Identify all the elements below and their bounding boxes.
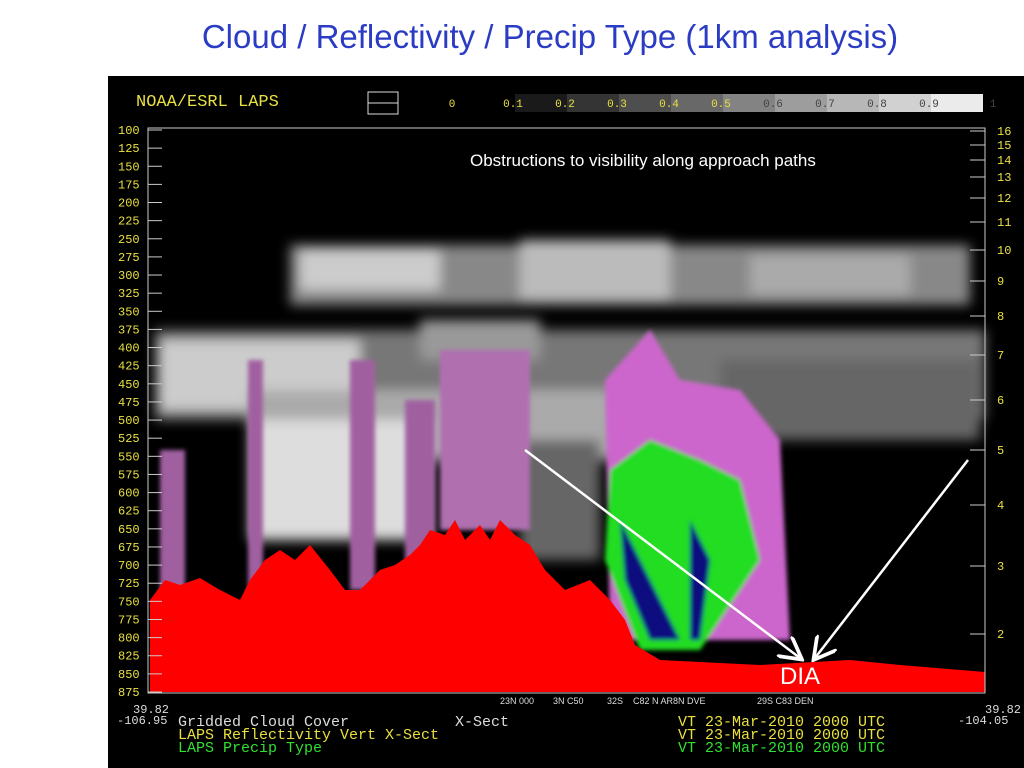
panel-header: NOAA/ESRL LAPS	[136, 93, 279, 112]
station-label: 29S C83 DEN	[757, 696, 814, 706]
pressure-label: 100	[118, 124, 140, 138]
station-label: 32S	[607, 696, 623, 706]
pressure-label: 625	[118, 505, 140, 519]
height-label: 5	[997, 444, 1004, 458]
slide-title: Cloud / Reflectivity / Precip Type (1km …	[201, 18, 899, 55]
pressure-label: 475	[118, 396, 140, 410]
scale-label: 0.9	[919, 99, 939, 111]
pressure-label: 775	[118, 613, 140, 627]
pressure-label: 175	[118, 178, 140, 192]
footer-text: LAPS Precip Type	[178, 740, 322, 757]
plot-frame	[147, 127, 986, 694]
height-label: 2	[997, 628, 1004, 642]
airport-label: DIA	[780, 663, 820, 690]
pressure-label: 450	[118, 378, 140, 392]
pressure-label: 350	[118, 305, 140, 319]
scale-swatch	[619, 94, 671, 112]
scale-label: 0.8	[867, 99, 887, 111]
left-lon: -106.95	[117, 714, 167, 728]
pressure-label: 325	[118, 287, 140, 301]
height-label: 9	[997, 275, 1004, 289]
height-label: 7	[997, 349, 1004, 363]
right-lon: -104.05	[958, 714, 1008, 728]
pressure-label: 400	[118, 342, 140, 356]
scale-swatch	[775, 94, 827, 112]
footer-text: Gridded Cloud Cover	[178, 714, 349, 731]
scale-swatch	[879, 94, 931, 112]
scale-swatch	[567, 94, 619, 112]
station-label: C82 N AR8N DVE	[633, 696, 706, 706]
height-label: 6	[997, 394, 1004, 408]
annotation: Obstructions to visibility along approac…	[470, 151, 816, 170]
reflectivity-field	[160, 330, 790, 650]
height-label: 11	[997, 216, 1011, 230]
scale-label: 0.7	[815, 99, 835, 111]
scale-swatch	[723, 94, 775, 112]
scale-label: 0.6	[763, 99, 783, 111]
pressure-label: 200	[118, 197, 140, 211]
terrain	[150, 520, 985, 692]
height-label: 12	[997, 192, 1011, 206]
height-label: 14	[997, 154, 1011, 168]
pressure-label: 750	[118, 595, 140, 609]
height-label: 3	[997, 560, 1004, 574]
pressure-label: 575	[118, 468, 140, 482]
station-label: 3N C50	[553, 696, 584, 706]
pressure-label: 225	[118, 215, 140, 229]
pressure-label: 675	[118, 541, 140, 555]
approach-arrow	[524, 449, 800, 658]
scale-label: 0.2	[555, 99, 575, 111]
pressure-label: 850	[118, 668, 140, 682]
scale-swatch	[671, 94, 723, 112]
height-label: 4	[997, 499, 1004, 513]
scale-label: 0.3	[607, 99, 627, 111]
pressure-label: 600	[118, 487, 140, 501]
scale-swatch	[827, 94, 879, 112]
approach-arrow	[815, 459, 969, 658]
pressure-label: 300	[118, 269, 140, 283]
height-label: 13	[997, 171, 1011, 185]
height-label: 10	[997, 244, 1011, 258]
pressure-label: 375	[118, 323, 140, 337]
pressure-label: 700	[118, 559, 140, 573]
pressure-label: 250	[118, 233, 140, 247]
pressure-label: 550	[118, 450, 140, 464]
scale-swatch	[515, 94, 567, 112]
left-lat: 39.82	[133, 703, 169, 717]
footer-text: VT 23-Mar-2010 2000 UTC	[678, 727, 885, 744]
pressure-label: 125	[118, 142, 140, 156]
scale-label: 0.1	[503, 99, 523, 111]
pressure-label: 425	[118, 360, 140, 374]
pressure-label: 650	[118, 523, 140, 537]
scale-label: 1	[990, 99, 997, 111]
pressure-label: 725	[118, 577, 140, 591]
pressure-label: 150	[118, 160, 140, 174]
pressure-label: 800	[118, 632, 140, 646]
pressure-label: 275	[118, 251, 140, 265]
height-label: 15	[997, 139, 1011, 153]
footer-text: VT 23-Mar-2010 2000 UTC	[678, 714, 885, 731]
pressure-label: 875	[118, 686, 140, 700]
pressure-label: 500	[118, 414, 140, 428]
height-label: 16	[997, 125, 1011, 139]
station-label: 23N 000	[500, 696, 534, 706]
scale-swatch	[931, 94, 983, 112]
scale-label: 0.4	[659, 99, 679, 111]
pressure-label: 825	[118, 650, 140, 664]
scale-swatch	[463, 94, 515, 112]
scale-label: 0	[449, 99, 456, 111]
scale-label: 0.5	[711, 99, 731, 111]
footer-text: LAPS Reflectivity Vert X-Sect	[178, 727, 439, 744]
right-lat: 39.82	[985, 703, 1021, 717]
height-label: 8	[997, 310, 1004, 324]
footer-text: VT 23-Mar-2010 2000 UTC	[678, 740, 885, 757]
footer-text: X-Sect	[455, 714, 509, 731]
pressure-label: 525	[118, 432, 140, 446]
